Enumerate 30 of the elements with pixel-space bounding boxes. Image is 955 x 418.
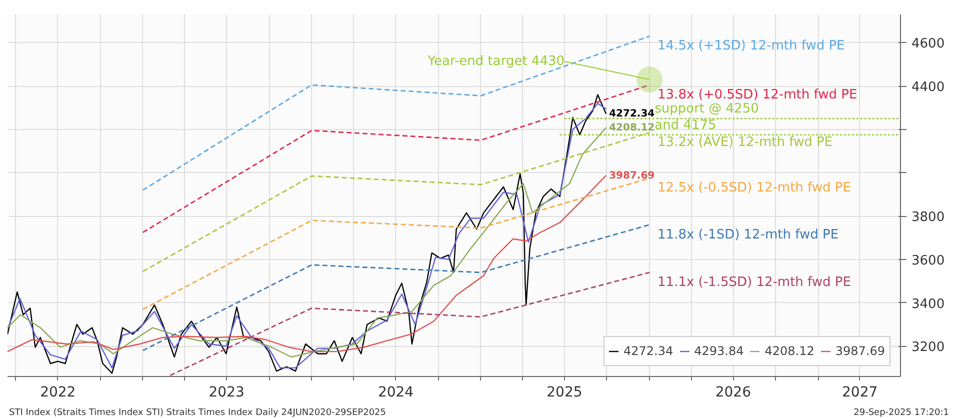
text: 29-Sep-2025 17:20:1 bbox=[854, 407, 949, 418]
series-label: 14.5x (+1SD) 12-mth fwd PE bbox=[658, 38, 845, 54]
text: STI Index (Straits Times Index STI) Straits Times Index Daily 24JUN2020-29SEP2025 bbox=[9, 407, 386, 418]
x-tick-label: 2025 bbox=[546, 384, 582, 400]
data-label: 3987.69 bbox=[609, 170, 655, 182]
x-tick-label: 2022 bbox=[40, 384, 76, 400]
x-tick-label: 2024 bbox=[378, 384, 414, 400]
y-tick-label: 3600 bbox=[912, 253, 945, 268]
x-tick-label: 2026 bbox=[715, 384, 752, 400]
annotation: support @ 4250 bbox=[654, 102, 759, 117]
series-label: 13.2x (AVE) 12-mth fwd PE bbox=[658, 135, 833, 150]
annotation: Year-end target 4430 bbox=[426, 54, 565, 70]
x-tick-label: 2027 bbox=[842, 384, 878, 400]
y-tick-label: 3800 bbox=[912, 210, 945, 226]
series-label: 12.5x (-0.5SD) 12-mth fwd PE bbox=[658, 180, 851, 196]
series-label: 11.8x (-1SD) 12-mth fwd PE bbox=[658, 227, 839, 242]
series-label: 11.1x (-1.5SD) 12-mth fwd PE bbox=[658, 274, 851, 290]
y-tick-label: 3400 bbox=[912, 296, 945, 312]
legend-label: 4293.84 bbox=[694, 344, 744, 358]
legend-label: 4272.34 bbox=[624, 344, 674, 358]
x-tick-label: 2023 bbox=[208, 384, 244, 400]
y-tick-label: 4600 bbox=[912, 36, 945, 52]
y-tick-label: 3200 bbox=[912, 340, 945, 356]
data-label: 4208.12 bbox=[609, 122, 655, 134]
series-label: 13.8x (+0.5SD) 12-mth fwd PE bbox=[658, 87, 858, 102]
legend-label: 4208.12 bbox=[764, 344, 814, 358]
annotation: and 4175 bbox=[654, 118, 716, 133]
legend-label: 3987.69 bbox=[835, 344, 885, 358]
y-tick-label: 4400 bbox=[912, 80, 945, 96]
data-label: 4272.34 bbox=[609, 108, 655, 120]
